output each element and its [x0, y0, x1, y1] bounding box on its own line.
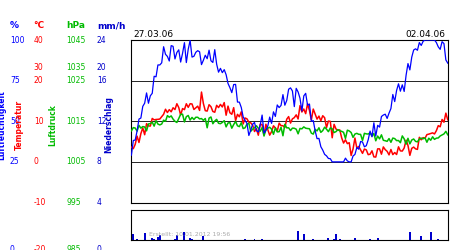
Text: %: %	[10, 21, 19, 30]
Bar	[430, 232, 432, 240]
Bar	[409, 232, 411, 240]
Bar	[176, 235, 178, 240]
Text: 1005: 1005	[67, 158, 86, 166]
Text: 75: 75	[10, 76, 20, 85]
Text: Niederschlag: Niederschlag	[104, 96, 113, 154]
Text: 985: 985	[67, 246, 81, 250]
Text: mm/h: mm/h	[97, 21, 125, 30]
Text: 1035: 1035	[67, 63, 86, 72]
Bar	[136, 239, 138, 240]
Bar	[339, 239, 341, 240]
Bar	[261, 239, 263, 240]
Bar	[254, 239, 256, 240]
Bar	[191, 239, 193, 240]
Text: 40: 40	[34, 36, 44, 44]
Bar	[354, 238, 356, 240]
Bar	[437, 239, 439, 240]
Text: -20: -20	[34, 246, 46, 250]
Bar	[151, 238, 153, 240]
Bar	[202, 236, 204, 240]
Text: Luftdruck: Luftdruck	[49, 104, 58, 146]
Bar	[157, 237, 159, 240]
Bar	[144, 232, 146, 240]
Bar	[184, 232, 185, 240]
Text: 20: 20	[97, 63, 106, 72]
Text: 25: 25	[10, 158, 19, 166]
Text: 24: 24	[97, 36, 106, 44]
Text: 12: 12	[97, 117, 106, 126]
Text: 4: 4	[97, 198, 102, 207]
Bar	[297, 232, 299, 240]
Text: Erstellt: 10.01.2012 19:56: Erstellt: 10.01.2012 19:56	[149, 232, 231, 237]
Text: Temperatur: Temperatur	[14, 100, 23, 150]
Text: 10: 10	[34, 117, 43, 126]
Bar	[132, 234, 134, 240]
Bar	[328, 238, 329, 240]
Bar	[335, 234, 337, 240]
Bar	[159, 235, 161, 240]
Text: 27.03.06: 27.03.06	[134, 30, 174, 39]
Text: 16: 16	[97, 76, 106, 85]
Bar	[420, 236, 422, 240]
Text: 0: 0	[97, 246, 102, 250]
Text: °C: °C	[34, 21, 45, 30]
Text: 30: 30	[34, 63, 44, 72]
Bar	[244, 238, 246, 240]
Text: 20: 20	[34, 76, 43, 85]
Bar	[189, 238, 191, 240]
Bar	[303, 234, 305, 240]
Text: 02.04.06: 02.04.06	[405, 30, 446, 39]
Text: 50: 50	[10, 117, 20, 126]
Text: 995: 995	[67, 198, 81, 207]
Text: 100: 100	[10, 36, 24, 44]
Bar	[369, 239, 371, 240]
Text: 0: 0	[10, 246, 15, 250]
Text: 8: 8	[97, 158, 102, 166]
Bar	[333, 239, 335, 240]
Text: 1015: 1015	[67, 117, 86, 126]
Text: 1045: 1045	[67, 36, 86, 44]
Bar	[377, 238, 378, 240]
Text: 0: 0	[34, 158, 39, 166]
Text: -10: -10	[34, 198, 46, 207]
Text: hPa: hPa	[67, 21, 86, 30]
Bar	[312, 239, 314, 240]
Text: Luftfeuchtigkeit: Luftfeuchtigkeit	[0, 90, 6, 160]
Text: 1025: 1025	[67, 76, 86, 85]
